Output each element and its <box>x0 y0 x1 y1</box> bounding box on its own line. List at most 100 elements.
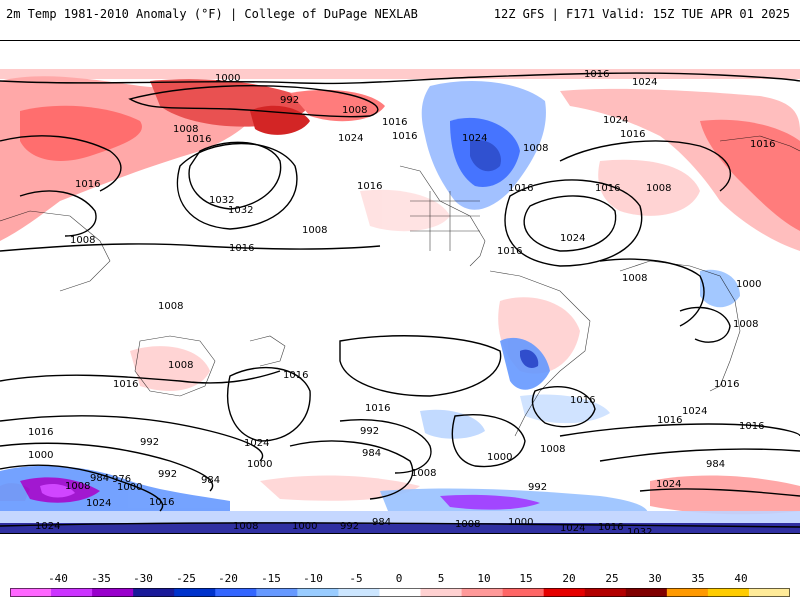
colorbar-swatch <box>297 588 339 597</box>
isobar-label: 1008 <box>302 225 327 236</box>
isobar-label: 1016 <box>149 497 174 508</box>
isobar-label: 1016 <box>657 415 682 426</box>
colorbar-tick: 25 <box>605 572 619 585</box>
colorbar-swatch <box>543 588 586 597</box>
isobar-label: 1032 <box>627 527 652 533</box>
isobar-label: 1016 <box>598 522 623 533</box>
isobar-label: 1024 <box>86 498 111 509</box>
isobar-label: 1008 <box>622 273 647 284</box>
isobar-label: 1016 <box>595 183 620 194</box>
colorbar-tick: -15 <box>261 572 281 585</box>
colorbar-tick: -10 <box>303 572 323 585</box>
isobar-label: 1024 <box>603 115 628 126</box>
isobar-label: 1008 <box>168 360 193 371</box>
isobar-label: 1000 <box>292 521 317 532</box>
isobar-label: 1000 <box>215 73 240 84</box>
isobar-label: 1024 <box>560 523 585 533</box>
colorbar-swatch <box>174 588 216 597</box>
colorbar-tick: 40 <box>734 572 748 585</box>
colorbar-swatch <box>748 588 790 597</box>
isobar-label: 1024 <box>682 406 707 417</box>
colorbar-swatch <box>256 588 298 597</box>
isobar-label: 1016 <box>229 243 254 254</box>
colorbar-swatch <box>461 588 504 597</box>
isobar-label: 1016 <box>497 246 522 257</box>
temperature-anomaly-colorbar: -40 -35 -30 -25 -20 -15 -10 -5 0 5 10 15… <box>0 572 800 598</box>
isobar-label: 1008 <box>523 143 548 154</box>
colorbar-tick-labels: -40 -35 -30 -25 -20 -15 -10 -5 0 5 10 15… <box>0 572 800 586</box>
colorbar-tick: 15 <box>519 572 533 585</box>
isobar-contours <box>0 72 800 528</box>
map-title: 2m Temp 1981-2010 Anomaly (°F) | College… <box>6 7 418 21</box>
colorbar-tick: 30 <box>648 572 662 585</box>
isobar-labels: 1000 992 1008 1016 1024 1016 1024 1016 1… <box>28 69 775 533</box>
isobar-label: 984 <box>706 459 725 470</box>
isobar-label: 1016 <box>750 139 775 150</box>
colorbar-swatch <box>420 588 463 597</box>
header-bar: 2m Temp 1981-2010 Anomaly (°F) | College… <box>0 0 800 30</box>
coastlines <box>0 135 800 437</box>
isobar-label: 992 <box>360 426 379 437</box>
isobar-label: 1016 <box>570 395 595 406</box>
colorbar-tick: 5 <box>437 572 445 585</box>
colorbar-swatch <box>707 588 750 597</box>
colorbar-swatch <box>379 588 422 597</box>
isobar-label: 984 <box>201 475 220 486</box>
isobar-label: 1008 <box>70 235 95 246</box>
colorbar-tick: -40 <box>48 572 68 585</box>
isobar-label: 1008 <box>65 481 90 492</box>
isobar-label: 1024 <box>656 479 681 490</box>
isobar-label: 1016 <box>186 134 211 145</box>
colorbar-swatch <box>338 588 380 597</box>
isobar-label: 1000 <box>508 517 533 528</box>
colorbar-swatch <box>215 588 257 597</box>
isobar-label: 1008 <box>646 183 671 194</box>
isobar-label: 1016 <box>382 117 407 128</box>
cold-anomaly-regions <box>0 81 800 533</box>
colorbar-tick: -20 <box>218 572 238 585</box>
isobar-label: 1016 <box>739 421 764 432</box>
colorbar-tick: 20 <box>562 572 576 585</box>
colorbar-tick: -5 <box>349 572 363 585</box>
isobar-label: 1016 <box>714 379 739 390</box>
isobar-label: 1032 <box>209 195 234 206</box>
isobar-label: 1016 <box>508 183 533 194</box>
isobar-label: 1024 <box>338 133 363 144</box>
isobar-label: 992 <box>158 469 177 480</box>
isobar-label: 1016 <box>357 181 382 192</box>
weather-map[interactable]: 1000 992 1008 1016 1024 1016 1024 1016 1… <box>0 40 800 534</box>
isobar-label: 1008 <box>173 124 198 135</box>
isobar-label: 984 <box>90 473 109 484</box>
isobar-label: 1000 <box>487 452 512 463</box>
isobar-label: 1000 <box>736 279 761 290</box>
isobar-label: 984 <box>362 448 381 459</box>
colorbar-swatch <box>10 588 52 597</box>
colorbar-swatch <box>92 588 134 597</box>
colorbar-tick: 0 <box>395 572 403 585</box>
isobar-label: 1032 <box>228 205 253 216</box>
isobar-label: 1016 <box>28 427 53 438</box>
colorbar-swatch <box>666 588 709 597</box>
isobar-label: 1024 <box>632 77 657 88</box>
isobar-label: 1008 <box>233 521 258 532</box>
isobar-label: 1016 <box>75 179 100 190</box>
warm-anomaly-regions <box>0 69 800 515</box>
colorbar-swatch <box>133 588 175 597</box>
isobar-label: 1008 <box>733 319 758 330</box>
colorbar-swatch <box>51 588 93 597</box>
isobar-label: 1016 <box>584 69 609 80</box>
isobar-label: 1016 <box>365 403 390 414</box>
isobar-label: 1024 <box>462 133 487 144</box>
isobar-label: 1008 <box>342 105 367 116</box>
colorbar-tick: -35 <box>91 572 111 585</box>
isobar-label: 1000 <box>247 459 272 470</box>
isobar-label: 1008 <box>158 301 183 312</box>
isobar-label: 1016 <box>392 131 417 142</box>
isobar-label: 992 <box>140 437 159 448</box>
isobar-label: 1000 <box>28 450 53 461</box>
isobar-label: 1008 <box>455 519 480 530</box>
colorbar-swatch <box>502 588 545 597</box>
isobar-label: 992 <box>528 482 547 493</box>
isobar-label: 1024 <box>560 233 585 244</box>
isobar-label: 1024 <box>244 438 269 449</box>
